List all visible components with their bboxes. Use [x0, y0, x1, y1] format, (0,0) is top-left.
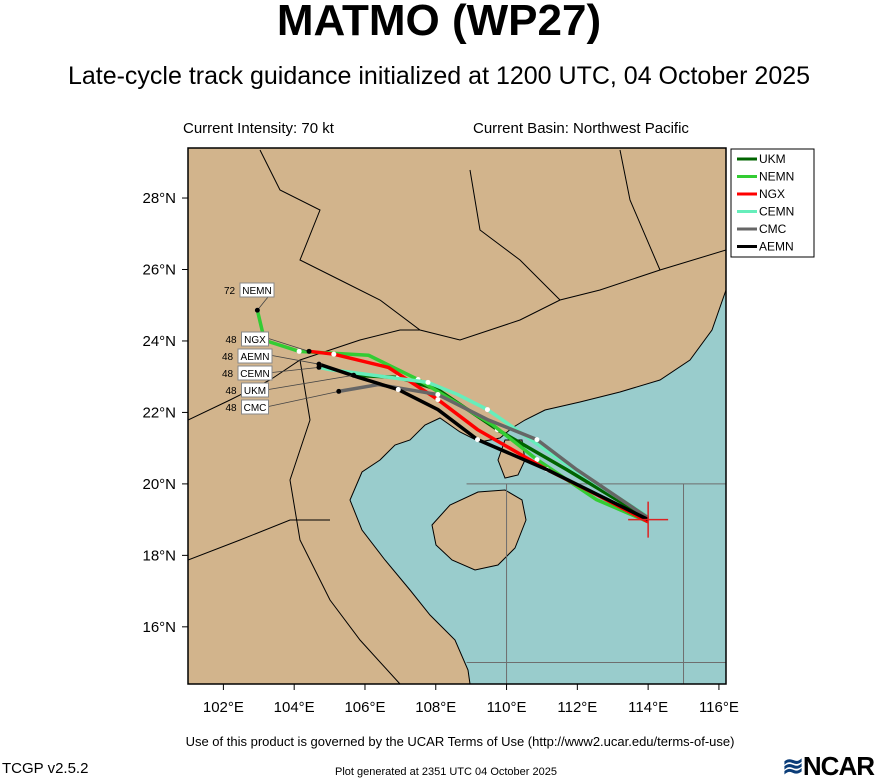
lon-tick-label: 110°E: [487, 699, 527, 716]
track-point: [425, 379, 431, 385]
lon-tick-label: 108°E: [415, 699, 456, 716]
map-frame: [187, 147, 727, 685]
current-intensity: Current Intensity: 70 kt: [183, 120, 334, 137]
legend-item: CMC: [759, 222, 787, 236]
lon-tick-label: 106°E: [344, 699, 385, 716]
border-line: [619, 149, 661, 271]
legend: UKM NEMN NGX CEMN CMC AEMN: [730, 148, 815, 258]
lat-tick-label: 28°N: [142, 190, 176, 207]
generated-time: Plot generated at 2351 UTC 04 October 20…: [335, 766, 557, 778]
track-point: [534, 437, 540, 443]
track-end-label: 48: [226, 335, 238, 346]
track-name-box: [241, 382, 269, 398]
track-point: [331, 351, 337, 357]
track-end-label: 48: [226, 386, 238, 397]
track-aemn: [318, 362, 649, 522]
lon-tick-label: 104°E: [274, 699, 315, 716]
track-name-box: [237, 348, 273, 364]
track-point: [395, 387, 401, 393]
track-name-label: NEMN: [242, 286, 271, 297]
track-end-label: 48: [226, 403, 238, 414]
ocean: [349, 280, 726, 684]
legend-item: NEMN: [759, 170, 794, 184]
lon-tick-label: 102°E: [203, 699, 244, 716]
track-point: [435, 397, 441, 403]
track-end-point: [254, 307, 260, 313]
current-basin: Current Basin: Northwest Pacific: [473, 120, 689, 137]
lat-tick-label: 22°N: [142, 404, 176, 421]
track-end-point: [336, 388, 342, 394]
legend-box: [730, 148, 815, 258]
track-point: [475, 437, 481, 443]
track-name-box: [241, 331, 269, 347]
version-label: TCGP v2.5.2: [2, 760, 89, 777]
lat-tick-label: 20°N: [142, 476, 176, 493]
legend-item: CEMN: [759, 205, 794, 219]
track-end-point: [316, 361, 322, 367]
lat-tick-label: 26°N: [142, 261, 176, 278]
page-title: MATMO (WP27): [276, 0, 602, 45]
hainan-island: [431, 489, 527, 571]
lon-tick-label: 116°E: [699, 699, 739, 716]
lat-tick-label: 18°N: [142, 547, 176, 564]
track-name-label: CEMN: [240, 369, 269, 380]
lat-tick-label: 24°N: [142, 333, 176, 350]
track-name-box: [241, 399, 269, 415]
legend-item: NGX: [759, 187, 785, 201]
track-end-label: 72: [224, 286, 236, 297]
track-name-label: NGX: [244, 335, 266, 346]
track-point: [534, 457, 540, 463]
border-line: [469, 169, 561, 301]
label-leader-line: [268, 338, 310, 352]
label-leader-line: [271, 355, 320, 365]
track-end-label: 48: [222, 352, 234, 363]
track-end-point: [306, 348, 312, 354]
label-leader-line: [268, 390, 339, 407]
track-point: [484, 407, 490, 413]
ncar-logo: ≋NCAR: [782, 751, 875, 781]
track-point: [435, 392, 441, 398]
track-name-label: AEMN: [241, 352, 270, 363]
track-name-label: CMC: [244, 403, 267, 414]
label-leader-line: [268, 374, 354, 390]
lon-tick-label: 114°E: [628, 699, 668, 716]
track-end-label: 48: [222, 369, 234, 380]
terms-of-use: Use of this product is governed by the U…: [185, 734, 735, 749]
lat-tick-label: 16°N: [142, 619, 176, 636]
border-line: [289, 359, 401, 684]
track-point: [296, 348, 302, 354]
legend-item: UKM: [759, 152, 786, 166]
label-leader-line: [271, 367, 320, 373]
border-line: [188, 519, 330, 561]
page-subtitle: Late-cycle track guidance initialized at…: [67, 62, 811, 90]
track-name-label: UKM: [244, 386, 266, 397]
track-name-box: [237, 365, 273, 381]
legend-item: AEMN: [759, 240, 794, 254]
track-end-point: [351, 372, 357, 378]
lon-tick-label: 112°E: [557, 699, 597, 716]
border-line: [188, 329, 420, 421]
track-name-box: [239, 282, 275, 298]
